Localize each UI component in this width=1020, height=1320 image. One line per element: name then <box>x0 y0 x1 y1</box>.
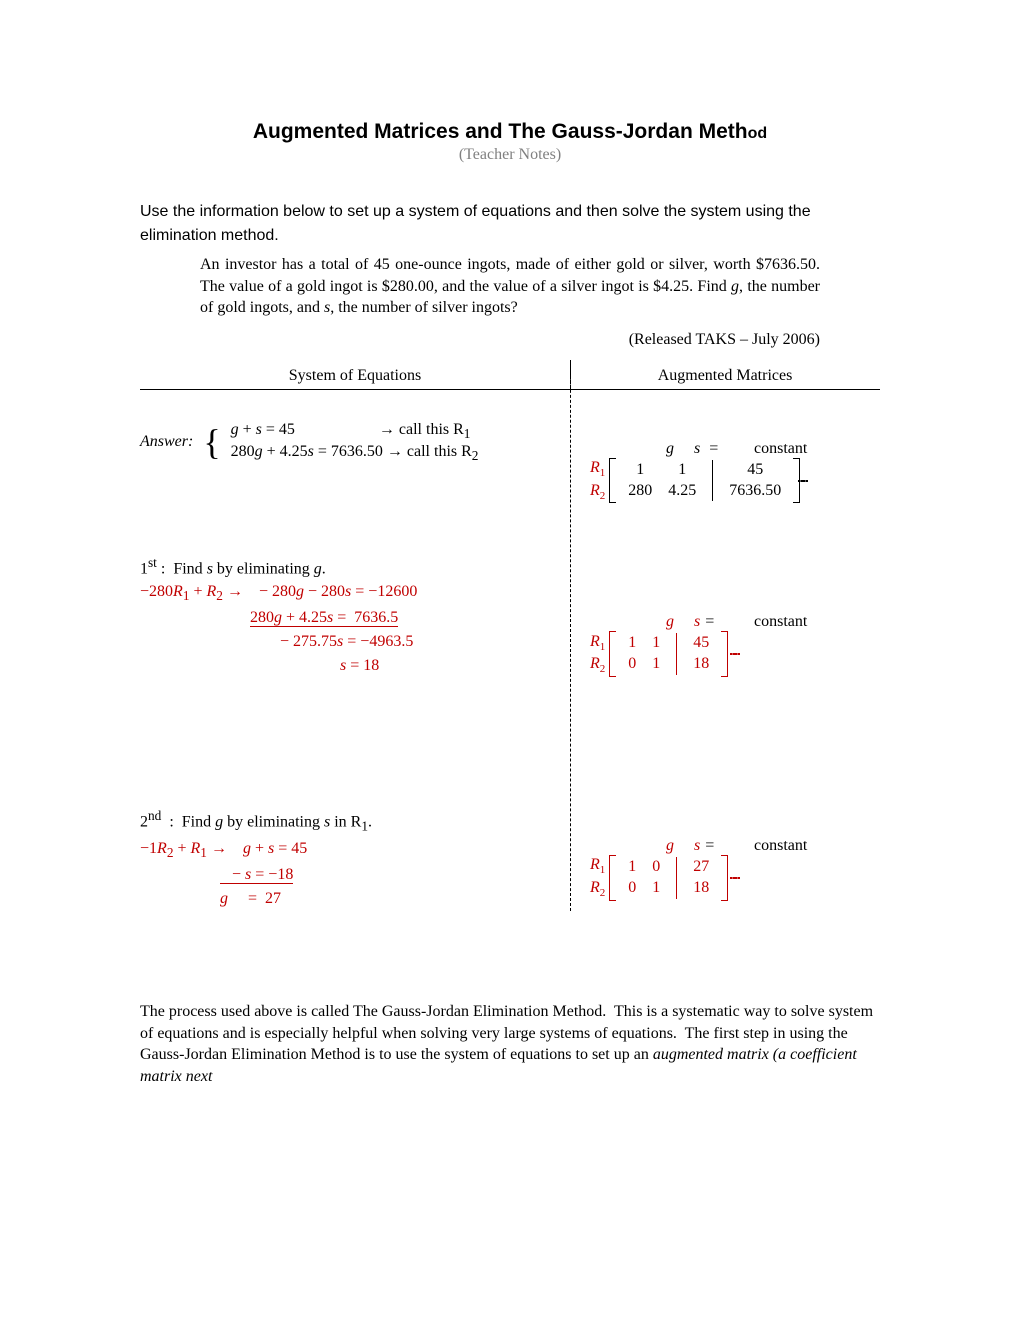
right-header: Augmented Matrices <box>570 363 880 389</box>
matrix3: g s = constant R1 R2 10 <box>590 837 880 901</box>
intro-text: Use the information below to set up a sy… <box>140 200 880 248</box>
document-page: Augmented Matrices and The Gauss-Jordan … <box>0 0 1020 1147</box>
right-column: g s = constant R1 R2 1280 <box>570 390 880 911</box>
comparison-table: System of Equations Augmented Matrices A… <box>140 363 880 911</box>
title-block: Augmented Matrices and The Gauss-Jordan … <box>140 120 880 144</box>
row-labels: R1 R2 <box>590 458 605 503</box>
answer-block: Answer: { g + s = 45 → call this R1 280g… <box>140 420 560 465</box>
step1-block: 1st : Find s by eliminating g. −280R1 + … <box>140 555 560 679</box>
row-labels: R1 R2 <box>590 855 605 900</box>
subtitle: (Teacher Notes) <box>140 146 880 164</box>
matrix2-header: g s = constant <box>590 613 880 631</box>
matrix3-header: g s = constant <box>590 837 880 855</box>
step2-title: 2nd : Find g by eliminating s in R1. <box>140 808 560 835</box>
matrix1: g s = constant R1 R2 1280 <box>590 420 880 504</box>
title-main: Augmented Matrices and The Gauss-Jordan … <box>253 120 748 143</box>
step1-math: −280R1 + R2 → − 280g − 280s = −12600 280… <box>140 580 560 678</box>
answer-label: Answer: <box>140 433 193 451</box>
step2-math: −1R2 + R1 → g + s = 45 − s = −18 g = 27 <box>140 837 560 911</box>
matrix1-header: g s = constant <box>590 440 880 458</box>
step2-block: 2nd : Find g by eliminating s in R1. −1R… <box>140 808 560 911</box>
step1-title: 1st : Find s by eliminating g. <box>140 555 560 578</box>
title-suffix: od <box>748 125 768 142</box>
conclusion-text: The process used above is called The Gau… <box>140 1001 880 1087</box>
left-column: Answer: { g + s = 45 → call this R1 280g… <box>140 390 570 911</box>
source-text: (Released TAKS – July 2006) <box>140 331 820 349</box>
problem-text: An investor has a total of 45 one-ounce … <box>200 254 820 319</box>
left-header: System of Equations <box>140 363 570 389</box>
system-lines: g + s = 45 → call this R1 280g + 4.25s =… <box>231 420 479 465</box>
matrix2: g s = constant R1 R2 10 <box>590 613 880 677</box>
brace-icon: { <box>203 430 220 455</box>
vertical-divider <box>570 360 571 911</box>
row-labels: R1 R2 <box>590 632 605 677</box>
